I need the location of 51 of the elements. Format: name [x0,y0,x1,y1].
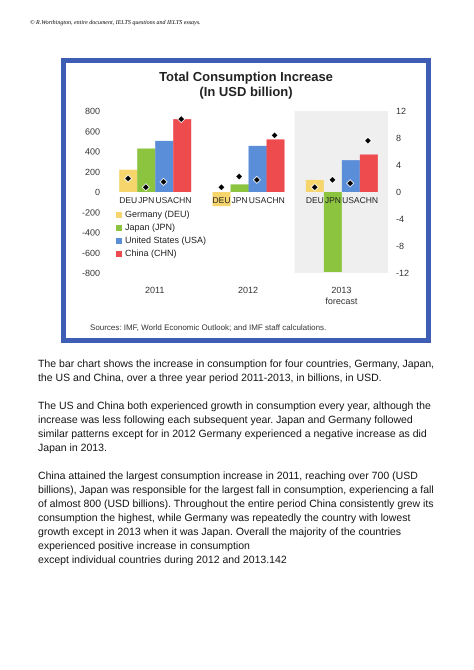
y2-tick-label: 12 [396,106,406,116]
legend-label: Germany (DEU) [125,208,190,222]
chart-subtitle: (In USD billion) [198,84,294,99]
text: China attained the largest consumption increase in 2011, reaching over 700 (USD billions), Japan was responsible for the largest fall in consumption, experiencing a fall of almost 800 (USD billions). Throughout the entire period China consistently grew its consumption the highest, while Germany was repeatedly the country with lowest growth except in 2013 when it was Japan. Overall the majority of the countries experienced positive increase in consumption except individual countries during 2012 and 2013.142 [38,469,435,567]
annotation: DEU [119,195,138,205]
bar [360,154,378,192]
y2-tick-label: -4 [396,214,404,224]
text: The bar chart shows the increase in consumption for four countries, Germany, Japan, the US and China, over a three year period 2011-2013, in billions, in USD. [38,357,436,385]
y-tick-label: -400 [82,228,100,238]
annotation: DEU [306,195,324,205]
bar [324,192,342,272]
annotation: CHN [172,195,192,205]
annotation: USA [155,195,174,205]
annotation: USA [342,195,360,205]
y-tick-label: -600 [82,248,100,258]
y-tick-label: 0 [94,187,100,198]
y-tick-label: 800 [84,106,100,116]
y2-tick-label: -8 [396,241,404,252]
bar [119,170,138,192]
legend-label: China (CHN) [125,247,177,260]
annotation: DEU [212,195,231,205]
y-tick-label: -800 [82,268,100,278]
y2-tick-label: -12 [396,268,410,278]
source-note: Sources: IMF, World Economic Outlook; and IMF staff calculations. [90,323,328,332]
y-tick-label: 600 [84,126,100,136]
y-tick-label: -200 [82,207,100,218]
annotation: JPN [324,195,341,205]
y-tick-label: 400 [84,146,100,157]
y-tick-label: 200 [84,166,100,177]
legend-label: United States (USA) [125,234,206,248]
bar [137,148,156,192]
annotation: CHN [360,195,378,205]
x-tick-label: 2012 [238,285,258,295]
annotation: JPN [232,195,248,205]
y2-tick-label: 4 [396,160,402,170]
x-tick-label: 2011 [144,285,164,295]
legend-label: Japan (JPN) [125,221,176,234]
annotation: USA [248,195,267,205]
y2-tick-label: 0 [396,187,402,198]
annotation: CHN [266,195,285,205]
bar [230,184,249,192]
text: The US and China both experienced growth in consumption every year, although the increase was less following each subsequent year. Japan and Germany followed similar patterns except for in 2012 Germany experienced a negative increase as did Japan in 2013. [38,399,432,455]
bar [342,160,360,192]
bar [173,119,192,192]
bar [266,139,285,192]
bar [155,140,174,192]
bar [248,146,267,192]
y2-tick-label: 8 [396,133,402,144]
annotation: JPN [138,195,154,205]
x-tick-label: 2013 forecast [325,285,358,306]
chart-title: Total Consumption Increase [158,69,334,84]
